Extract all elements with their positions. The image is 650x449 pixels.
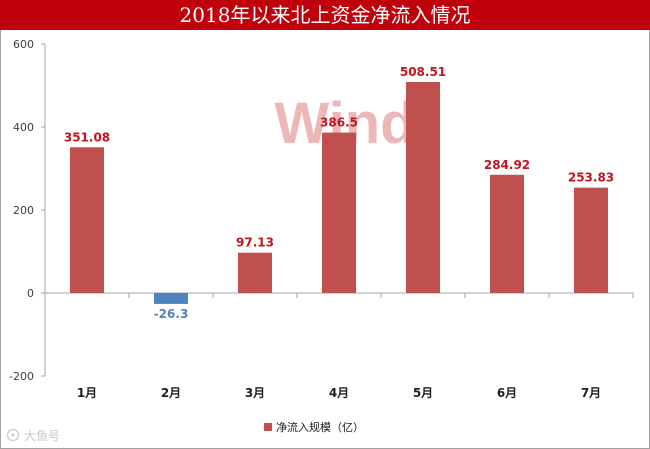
x-tick-label: 4月 (329, 386, 349, 400)
data-label: -26.3 (154, 307, 189, 321)
bar (406, 81, 440, 293)
brand-logo-icon (6, 428, 20, 442)
x-tick-label: 2月 (161, 386, 181, 400)
x-tick-label: 3月 (245, 386, 265, 400)
bar (154, 293, 188, 304)
x-tick-label: 5月 (413, 386, 433, 400)
data-label: 508.51 (400, 65, 446, 79)
bar (322, 132, 356, 293)
y-tick-label: 400 (13, 121, 34, 134)
bar (490, 174, 524, 293)
data-label: 386.5 (320, 116, 358, 130)
y-tick-label: -200 (9, 370, 34, 383)
x-tick-label: 1月 (77, 386, 97, 400)
legend-label: 净流入规模（亿） (276, 420, 364, 434)
bar (574, 187, 608, 293)
bar (70, 147, 104, 293)
y-tick-label: 600 (13, 38, 34, 51)
chart-title: 2018年以来北上资金净流入情况 (179, 3, 471, 27)
title-bar (0, 0, 650, 30)
x-tick-label: 6月 (497, 386, 517, 400)
legend-swatch (264, 423, 272, 431)
y-tick-label: 200 (13, 204, 34, 217)
data-label: 351.08 (64, 130, 110, 144)
y-tick-label: 0 (27, 287, 34, 300)
x-tick-label: 7月 (581, 386, 601, 400)
data-label: 97.13 (236, 236, 274, 250)
data-label: 253.83 (568, 171, 614, 185)
brand-watermark-text: 大鱼号 (24, 429, 61, 443)
bar (238, 252, 272, 293)
data-label: 284.92 (484, 158, 530, 172)
